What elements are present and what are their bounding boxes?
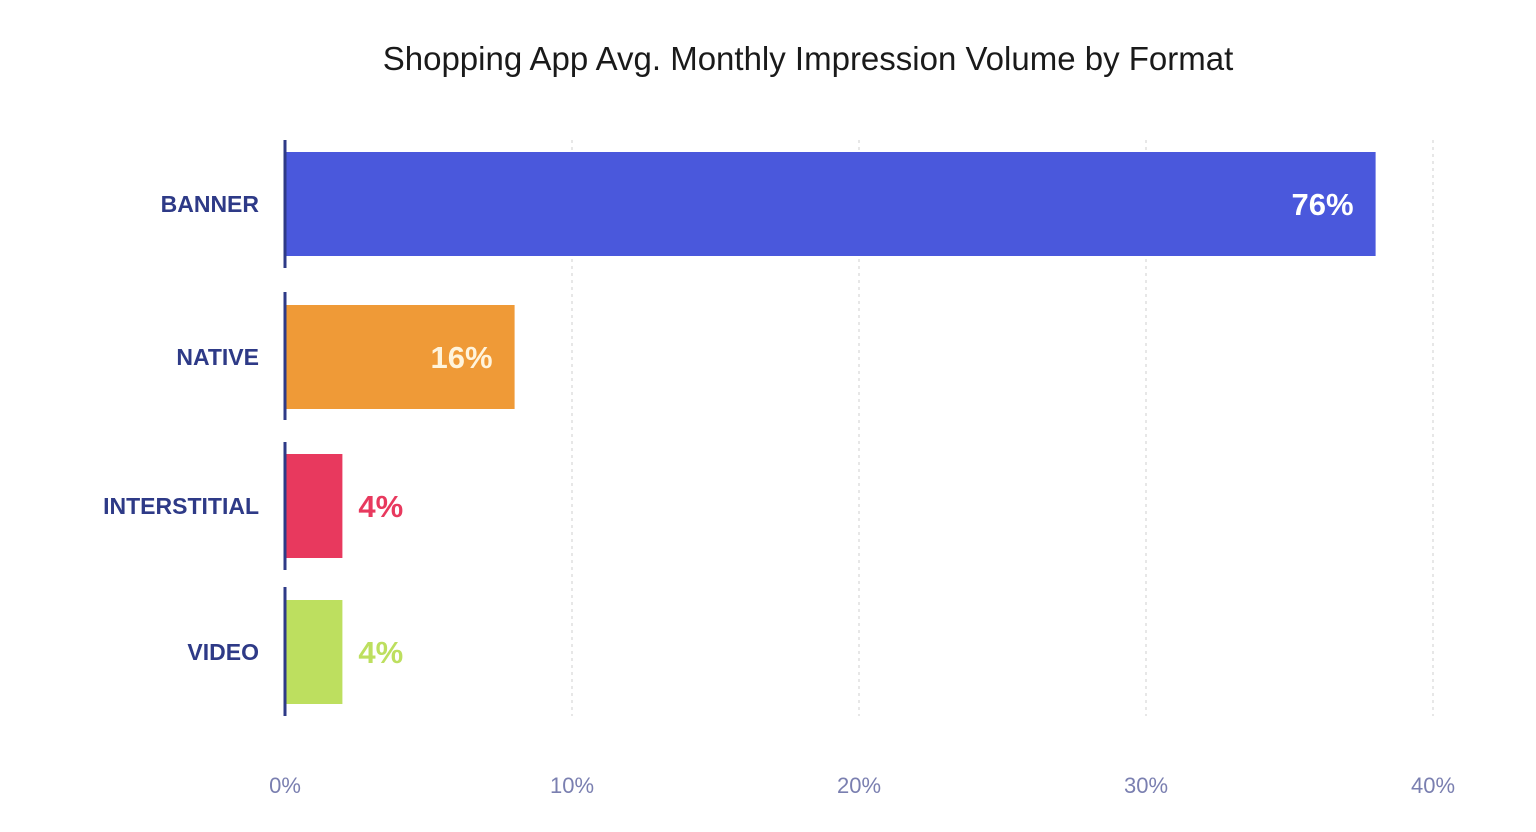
bars: 76% 16% 4% 4%: [283, 140, 1376, 716]
x-axis-ticks: 0% 10% 20% 30% 40%: [269, 773, 1455, 798]
value-label-native: 16%: [431, 340, 493, 375]
bar-native: [285, 305, 515, 409]
value-label-video: 4%: [358, 635, 403, 670]
x-tick-label: 30%: [1124, 773, 1168, 798]
x-tick-label: 40%: [1411, 773, 1455, 798]
category-label-video: VIDEO: [187, 639, 259, 665]
bar-video: [285, 600, 343, 704]
category-labels: BANNER NATIVE INTERSTITIAL VIDEO: [103, 191, 259, 665]
bar-interstitial: [285, 454, 343, 558]
value-label-banner: 76%: [1292, 187, 1354, 222]
value-label-interstitial: 4%: [358, 489, 403, 524]
category-label-native: NATIVE: [176, 344, 259, 370]
category-label-interstitial: INTERSTITIAL: [103, 493, 259, 519]
x-tick-label: 0%: [269, 773, 301, 798]
bar-banner: [285, 152, 1376, 256]
x-tick-label: 10%: [550, 773, 594, 798]
chart-title: Shopping App Avg. Monthly Impression Vol…: [383, 40, 1234, 77]
x-tick-label: 20%: [837, 773, 881, 798]
gridlines: [571, 140, 1434, 716]
category-label-banner: BANNER: [161, 191, 260, 217]
